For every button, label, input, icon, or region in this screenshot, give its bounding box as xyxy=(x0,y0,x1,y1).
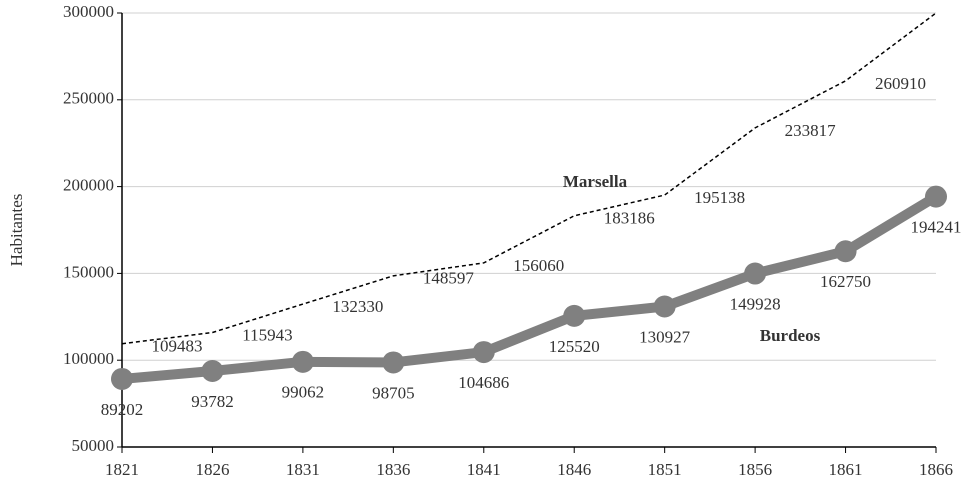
data-label: 99062 xyxy=(282,383,325,402)
marker xyxy=(925,185,947,208)
marker xyxy=(834,240,857,263)
marker xyxy=(111,367,133,390)
marker xyxy=(201,359,224,382)
data-label: 162750 xyxy=(820,272,871,291)
y-tick-label: 150000 xyxy=(63,262,114,281)
x-tick-label: 1821 xyxy=(105,460,139,479)
data-label: 183186 xyxy=(604,209,655,228)
y-tick-label: 200000 xyxy=(63,176,114,195)
data-label: 194241 xyxy=(911,218,962,237)
y-tick-label: 50000 xyxy=(72,436,115,455)
x-tick-label: 1846 xyxy=(557,460,591,479)
marker xyxy=(382,351,405,374)
data-label: 148597 xyxy=(423,269,475,288)
data-label: 89202 xyxy=(101,400,144,419)
data-label: 93782 xyxy=(191,392,234,411)
x-tick-label: 1861 xyxy=(829,460,863,479)
marker xyxy=(744,262,767,285)
x-tick-label: 1851 xyxy=(648,460,682,479)
marker xyxy=(291,350,314,373)
y-tick-label: 300000 xyxy=(63,2,114,21)
y-tick-label: 250000 xyxy=(63,89,114,108)
series-line xyxy=(121,12,937,345)
data-label: 125520 xyxy=(549,337,600,356)
data-label: 98705 xyxy=(372,383,415,402)
marker xyxy=(472,341,495,364)
x-tick-label: 1831 xyxy=(286,460,320,479)
x-tick-label: 1836 xyxy=(376,460,410,479)
data-label: 195138 xyxy=(694,188,745,207)
x-tick-label: 1841 xyxy=(467,460,501,479)
data-label: 156060 xyxy=(513,256,564,275)
y-axis-label: Habitantes xyxy=(7,194,26,267)
data-label: 149928 xyxy=(730,294,781,313)
series-name: Marsella xyxy=(563,172,628,191)
y-tick-label: 100000 xyxy=(63,349,114,368)
data-label: 132330 xyxy=(332,297,383,316)
marker xyxy=(563,304,586,327)
x-tick-label: 1826 xyxy=(195,460,229,479)
data-label: 115943 xyxy=(242,325,292,344)
data-label: 260910 xyxy=(875,74,926,93)
x-tick-label: 1856 xyxy=(738,460,772,479)
data-label: 130927 xyxy=(639,327,691,346)
series-name: Burdeos xyxy=(760,326,821,345)
data-label: 233817 xyxy=(785,121,837,140)
x-tick-label: 1866 xyxy=(919,460,953,479)
data-label: 109483 xyxy=(152,337,203,356)
series-line xyxy=(121,192,939,384)
marker xyxy=(653,295,676,318)
data-label: 104686 xyxy=(458,373,509,392)
